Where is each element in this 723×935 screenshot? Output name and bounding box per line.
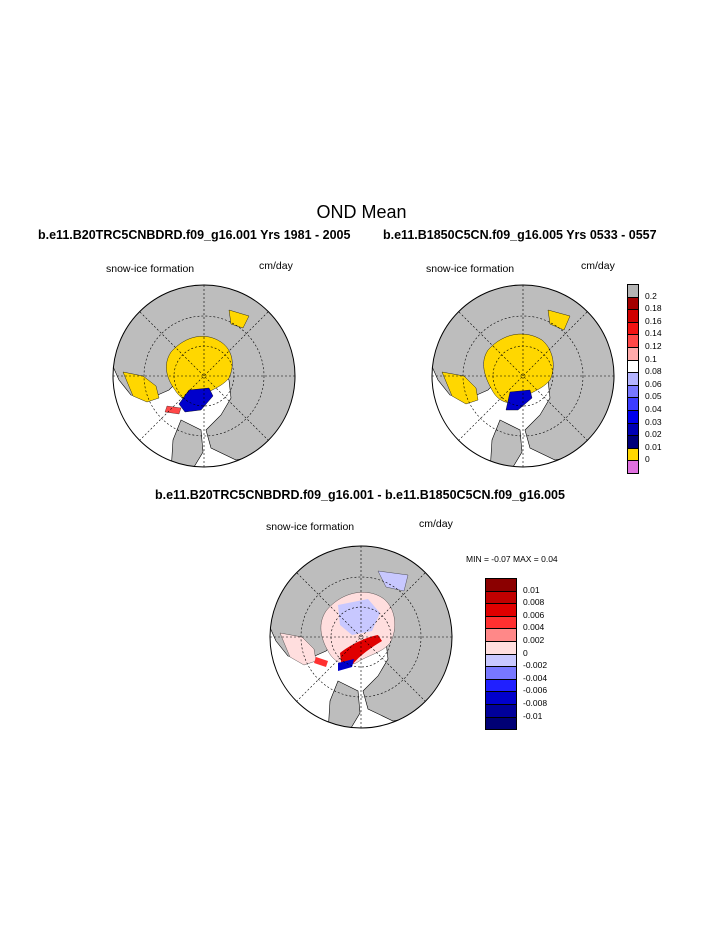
colorbar-main-label-2: 0.16 xyxy=(645,315,662,326)
diff-negative-bering xyxy=(377,570,409,592)
land-diff-scandinavia xyxy=(327,680,361,728)
panel-left-case-title: b.e11.B20TRC5CNBDRD.f09_g16.001 Yrs 1981… xyxy=(38,228,351,242)
colorbar-main-box-3 xyxy=(627,321,639,336)
map-frame-diff xyxy=(269,545,453,729)
panel-left-units: cm/day xyxy=(259,260,293,272)
colorbar-main-box-9 xyxy=(627,397,639,411)
panel-right-case-title: b.e11.B1850C5CN.f09_g16.005 Yrs 0533 - 0… xyxy=(383,228,657,242)
map-frame-left xyxy=(112,284,296,468)
land-diff-north xyxy=(270,546,452,722)
colorbar-diff-label-6: -0.002 xyxy=(523,660,548,671)
map-frame-right xyxy=(431,284,615,468)
colorbar-main-label-6: 0.08 xyxy=(645,366,662,377)
land-right-north xyxy=(432,285,614,461)
colorbar-main-label-12: 0.01 xyxy=(645,441,662,452)
colorbar-main-label-4: 0.12 xyxy=(645,341,662,351)
colorbar-diff-box-5 xyxy=(485,641,517,655)
colorbar-main-label-13: 0 xyxy=(645,454,650,465)
panel-left-variable: snow-ice formation xyxy=(106,263,195,275)
diff-case-title: b.e11.B20TRC5CNBDRD.f09_g16.001 - b.e11.… xyxy=(155,488,565,502)
snow-ice-right-arctic xyxy=(483,333,554,403)
graticule-diff xyxy=(270,546,452,728)
colorbar-diff-label-8: -0.006 xyxy=(523,685,548,696)
panel-right-units: cm/day xyxy=(581,260,615,272)
colorbar-main-label-8: 0.05 xyxy=(645,391,662,402)
snow-ice-right-blue xyxy=(505,389,533,411)
diff-units: cm/day xyxy=(419,518,453,530)
colorbar-diff-label-3: 0.004 xyxy=(523,622,545,633)
colorbar-diff-label-4: 0.002 xyxy=(523,635,545,645)
diff-variable: snow-ice formation xyxy=(266,521,355,533)
land-left-scandinavia xyxy=(170,419,204,467)
graticule-left xyxy=(113,285,295,467)
colorbar-diff: 0.01 0.008 0.006 0.004 0.002 0 -0.002 -0.004 -0.… xyxy=(485,578,555,731)
snow-ice-left-blue xyxy=(178,387,214,413)
colorbar-main-label-0: 0.2 xyxy=(645,290,657,301)
colorbar-diff-box-9 xyxy=(485,691,517,705)
land-right-scandinavia xyxy=(489,419,523,467)
colorbar-diff-label-1: 0.008 xyxy=(523,597,545,608)
colorbar-main: 0.2 0.18 0.16 0.14 0.12 0.1 0.08 0.06 0.05 0.04 0.… xyxy=(627,284,687,474)
colorbar-diff-box-3 xyxy=(485,615,517,630)
colorbar-main-label-10: 0.03 xyxy=(645,416,662,427)
colorbar-diff-label-7: -0.004 xyxy=(523,672,548,683)
colorbar-diff-box-8 xyxy=(485,678,517,693)
colorbar-diff-box-11 xyxy=(485,716,517,731)
land-left-north xyxy=(113,285,295,461)
colorbar-main-box-7 xyxy=(627,372,639,386)
colorbar-diff-label-10: -0.01 xyxy=(523,710,543,721)
diff-negative-band xyxy=(338,659,354,671)
snow-ice-left-red xyxy=(164,405,182,415)
colorbar-main-box-10 xyxy=(627,410,639,424)
polar-map-diff xyxy=(269,545,453,729)
colorbar-diff-box-0 xyxy=(485,578,517,592)
colorbar-main-label-3: 0.14 xyxy=(645,328,662,339)
colorbar-main-box-5 xyxy=(627,347,639,361)
colorbar-main-label-9: 0.04 xyxy=(645,404,662,414)
colorbar-main-label-7: 0.06 xyxy=(645,378,662,389)
colorbar-main-label-5: 0.1 xyxy=(645,353,657,364)
colorbar-main-box-11 xyxy=(627,422,639,437)
colorbar-main-box-2 xyxy=(627,309,639,323)
colorbar-main-label-1: 0.18 xyxy=(645,303,662,314)
colorbar-diff-box-7 xyxy=(485,666,517,680)
snow-ice-left-bering xyxy=(228,309,250,329)
colorbar-diff-box-2 xyxy=(485,603,517,617)
colorbar-main-label-11: 0.02 xyxy=(645,429,662,440)
colorbar-main-box-12 xyxy=(627,435,639,449)
colorbar-main-box-1 xyxy=(627,296,639,311)
colorbar-main-box-8 xyxy=(627,384,639,399)
colorbar-diff-label-2: 0.006 xyxy=(523,609,545,620)
colorbar-diff-label-9: -0.008 xyxy=(523,698,548,708)
colorbar-diff-box-4 xyxy=(485,628,517,642)
colorbar-main-box-4 xyxy=(627,334,639,348)
colorbar-main-box-14 xyxy=(627,460,639,474)
colorbar-main-box-6 xyxy=(627,359,639,374)
polar-map-left xyxy=(112,284,296,468)
diff-minmax: MIN = -0.07 MAX = 0.04 xyxy=(466,554,558,564)
colorbar-diff-box-10 xyxy=(485,704,517,718)
colorbar-diff-box-1 xyxy=(485,590,517,605)
colorbar-diff-box-6 xyxy=(485,653,517,668)
graticule-right xyxy=(432,285,614,467)
diff-positive-small xyxy=(314,657,328,667)
colorbar-diff-label-0: 0.01 xyxy=(523,584,540,595)
figure-title: OND Mean xyxy=(316,202,407,222)
snow-ice-right-bering xyxy=(547,309,571,331)
snow-ice-left-arctic xyxy=(166,336,233,401)
colorbar-diff-label-5: 0 xyxy=(523,647,528,658)
colorbar-main-box-0 xyxy=(627,284,639,298)
polar-map-right xyxy=(431,284,615,468)
colorbar-main-box-13 xyxy=(627,447,639,462)
panel-right-variable: snow-ice formation xyxy=(426,263,515,275)
